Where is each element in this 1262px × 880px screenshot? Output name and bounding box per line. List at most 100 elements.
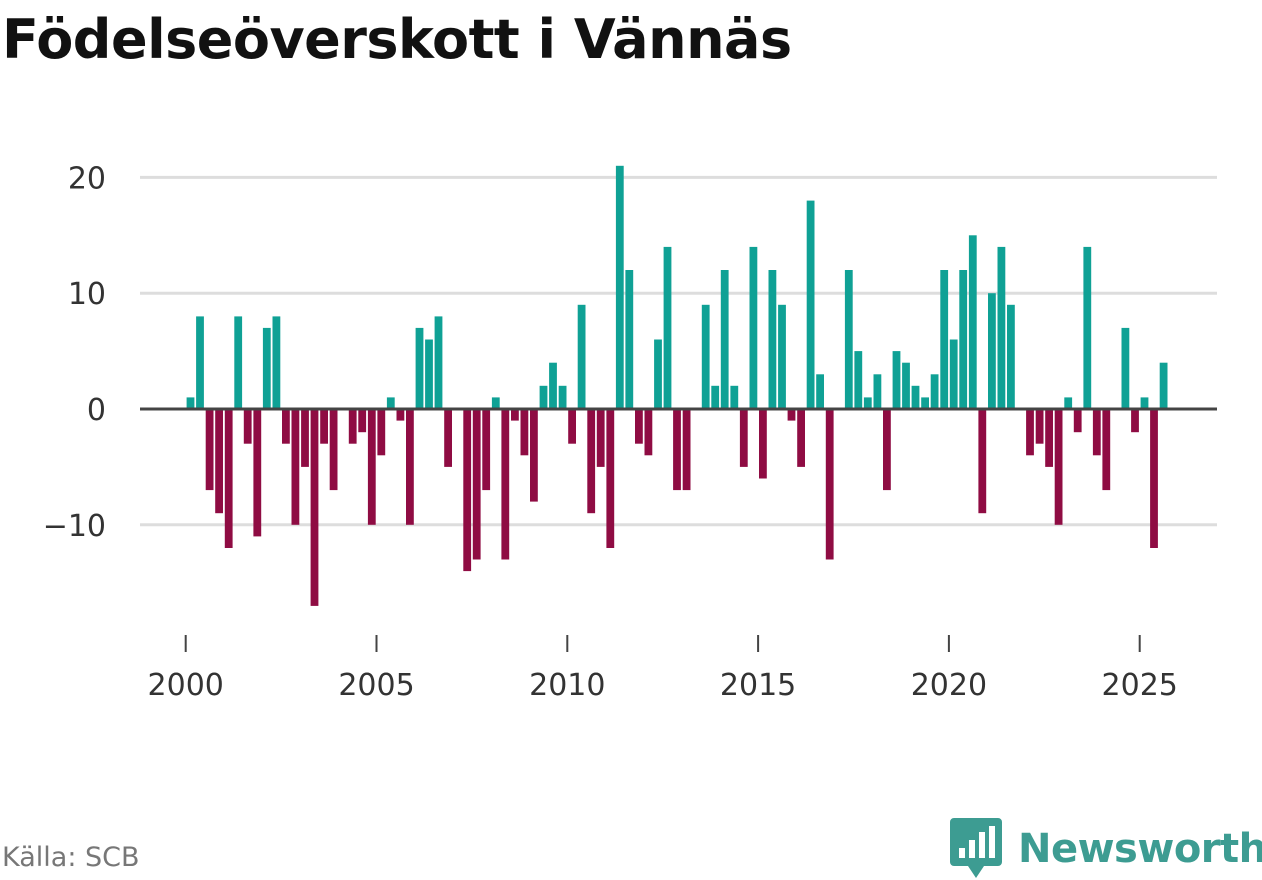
- bar: [196, 316, 204, 409]
- bar: [949, 339, 958, 409]
- bar: [892, 351, 901, 409]
- bar: [1102, 409, 1111, 491]
- bar: [997, 246, 1006, 409]
- bar: [1054, 409, 1063, 525]
- bar: [587, 409, 596, 514]
- bar: [577, 304, 586, 409]
- bar: [444, 409, 452, 467]
- bar: [1007, 304, 1015, 409]
- bar: [215, 409, 223, 514]
- bar: [711, 385, 720, 409]
- bar: [625, 270, 634, 409]
- bar: [778, 304, 786, 409]
- bar: [329, 409, 338, 491]
- bar: [759, 409, 767, 479]
- bar: [472, 409, 481, 560]
- bar: [930, 374, 939, 409]
- bar: [501, 409, 510, 560]
- bar: [1121, 327, 1130, 409]
- x-tick-label: 2015: [720, 668, 796, 703]
- bar: [883, 409, 891, 491]
- bar: [367, 409, 376, 525]
- bar: [854, 351, 863, 409]
- y-tick-label: −10: [43, 509, 106, 544]
- bar: [348, 409, 357, 444]
- bar: [1035, 409, 1044, 444]
- bar: [386, 397, 395, 409]
- bar: [511, 409, 519, 421]
- bar: [358, 409, 367, 433]
- bar: [921, 397, 929, 409]
- bar: [720, 270, 729, 409]
- bars: [186, 165, 1168, 606]
- bar: [234, 316, 243, 409]
- bar: [1159, 362, 1168, 409]
- bar: [902, 362, 910, 409]
- bar: [520, 409, 529, 456]
- x-tick-label: 2025: [1102, 668, 1178, 703]
- bar: [482, 409, 491, 491]
- bar: [377, 409, 386, 456]
- x-tick-label: 2005: [338, 668, 414, 703]
- bar: [816, 374, 824, 409]
- x-tick-label: 2020: [911, 668, 987, 703]
- bar: [663, 246, 672, 409]
- bar: [654, 339, 662, 409]
- bar: [253, 409, 262, 537]
- bar: [1026, 409, 1034, 456]
- bar: [863, 397, 872, 409]
- bar: [568, 409, 576, 444]
- bar: [673, 409, 681, 491]
- bar: [988, 293, 996, 409]
- bar: [959, 270, 968, 409]
- bar: [1131, 409, 1139, 433]
- bar: [825, 409, 834, 560]
- bar: [291, 409, 300, 525]
- bar: [768, 270, 777, 409]
- source-label: Källa: SCB: [2, 842, 140, 873]
- bar: [1083, 246, 1092, 409]
- bar: [205, 409, 214, 491]
- bar: [186, 397, 195, 409]
- bar: [434, 316, 443, 409]
- bar: [596, 409, 605, 467]
- bar: [1150, 409, 1158, 548]
- bar: [558, 385, 567, 409]
- bar: [549, 362, 557, 409]
- bar: [978, 409, 987, 514]
- bar: [806, 200, 815, 409]
- bar: [940, 270, 949, 409]
- bar: [301, 409, 309, 467]
- bar: [463, 409, 472, 572]
- newsworthy-logo-icon: [950, 818, 1002, 878]
- brand-name: Newsworthy: [1018, 826, 1262, 872]
- bar: [635, 409, 643, 444]
- bar: [968, 235, 977, 409]
- bar: [682, 409, 691, 491]
- bar: [415, 327, 424, 409]
- x-tick-label: 2010: [529, 668, 605, 703]
- bar: [243, 409, 252, 444]
- bar: [873, 374, 882, 409]
- bar: [1064, 397, 1073, 409]
- bar: [539, 385, 548, 409]
- bar: [1140, 397, 1149, 409]
- bar: [797, 409, 805, 467]
- bar: [320, 409, 328, 444]
- bar: [606, 409, 615, 548]
- bar: [272, 316, 281, 409]
- bar: [406, 409, 414, 525]
- bar: [530, 409, 538, 502]
- y-tick-label: 0: [87, 393, 106, 428]
- gridlines: [140, 175, 1217, 527]
- bar: [1045, 409, 1053, 467]
- bar: [310, 409, 319, 606]
- x-tick-label: 2000: [148, 668, 224, 703]
- bar: [282, 409, 290, 444]
- chart-title: Födelseöverskott i Vännäs: [2, 8, 792, 71]
- bar: [425, 339, 433, 409]
- bar: [1073, 409, 1082, 433]
- bar: [730, 385, 739, 409]
